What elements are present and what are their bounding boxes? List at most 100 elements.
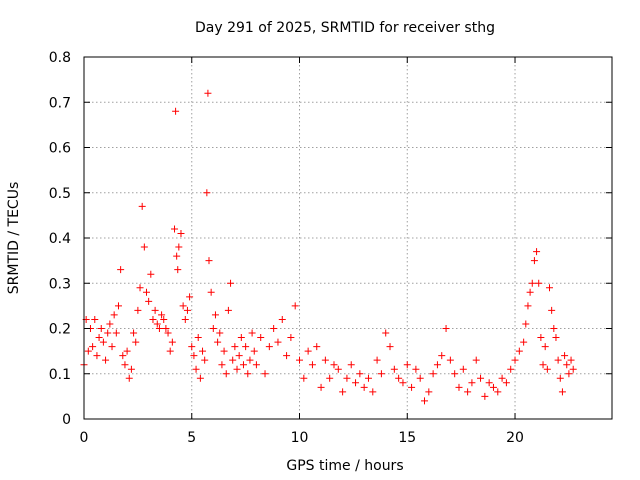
data-point xyxy=(181,315,189,323)
data-point xyxy=(412,365,420,373)
data-point xyxy=(108,343,116,351)
data-point xyxy=(239,361,247,369)
x-tick-label: 5 xyxy=(187,430,196,446)
data-point xyxy=(142,288,150,296)
data-point xyxy=(196,374,204,382)
data-point xyxy=(321,356,329,364)
data-point xyxy=(558,388,566,396)
y-tick-label: 0.5 xyxy=(49,186,71,202)
data-point xyxy=(204,89,212,97)
data-point xyxy=(227,279,235,287)
data-point xyxy=(123,347,131,355)
data-point xyxy=(296,356,304,364)
data-point xyxy=(464,388,472,396)
data-point xyxy=(489,383,497,391)
data-point xyxy=(395,374,403,382)
y-tick-labels: 0 0.1 0.2 0.3 0.4 0.5 0.6 0.7 0.8 xyxy=(49,50,71,428)
data-point xyxy=(174,266,182,274)
data-point xyxy=(515,347,523,355)
data-point xyxy=(360,383,368,391)
data-point xyxy=(554,356,562,364)
data-point xyxy=(408,383,416,391)
data-point xyxy=(352,379,360,387)
x-tick-label: 15 xyxy=(398,430,416,446)
data-point xyxy=(132,338,140,346)
data-point xyxy=(172,107,180,115)
data-point xyxy=(533,248,541,256)
x-tick-label: 0 xyxy=(80,430,89,446)
data-point xyxy=(556,374,564,382)
x-tick-labels: 0 5 10 15 20 xyxy=(80,430,524,446)
data-point xyxy=(136,284,144,292)
data-point xyxy=(535,279,543,287)
data-point xyxy=(183,306,191,314)
data-point xyxy=(134,306,142,314)
data-point xyxy=(442,325,450,332)
data-point xyxy=(179,302,187,310)
data-point xyxy=(421,397,429,405)
data-point xyxy=(472,356,480,364)
data-point xyxy=(565,370,573,378)
data-point xyxy=(270,325,278,332)
data-point xyxy=(528,279,536,287)
y-tick-label: 0.2 xyxy=(49,322,71,338)
data-point xyxy=(106,320,114,328)
data-point xyxy=(569,365,577,373)
data-point xyxy=(563,361,571,369)
data-point xyxy=(125,374,133,382)
data-point xyxy=(186,293,194,301)
data-point xyxy=(334,365,342,373)
grid xyxy=(84,57,612,419)
data-point xyxy=(229,356,237,364)
data-point xyxy=(425,388,433,396)
data-point xyxy=(386,343,394,351)
data-point xyxy=(356,370,364,378)
y-tick-label: 0.6 xyxy=(49,141,71,157)
data-point xyxy=(477,374,485,382)
data-point xyxy=(377,370,385,378)
data-point xyxy=(91,315,99,323)
data-point xyxy=(382,329,390,337)
data-point xyxy=(390,365,398,373)
data-point xyxy=(209,325,217,332)
data-point xyxy=(89,343,97,351)
data-point xyxy=(194,334,202,342)
data-point xyxy=(317,383,325,391)
data-point xyxy=(175,243,183,251)
data-point xyxy=(308,361,316,369)
data-point xyxy=(261,370,269,378)
data-point xyxy=(502,379,510,387)
data-point xyxy=(117,266,125,274)
data-point xyxy=(164,329,172,337)
y-tick-label: 0.1 xyxy=(49,367,71,383)
data-point xyxy=(416,374,424,382)
data-point xyxy=(168,338,176,346)
data-point xyxy=(218,361,226,369)
data-point xyxy=(455,383,463,391)
data-point xyxy=(112,329,120,337)
data-point xyxy=(114,302,122,310)
data-point xyxy=(550,325,558,332)
data-point xyxy=(147,270,155,278)
data-point xyxy=(211,311,219,319)
data-point xyxy=(507,365,515,373)
y-tick-label: 0 xyxy=(62,412,71,428)
data-point xyxy=(250,347,258,355)
data-point xyxy=(522,320,530,328)
data-point xyxy=(153,320,161,328)
data-point xyxy=(231,343,239,351)
data-point xyxy=(192,365,200,373)
data-point xyxy=(399,379,407,387)
y-tick-label: 0.8 xyxy=(49,50,71,66)
data-point xyxy=(149,315,157,323)
data-point xyxy=(541,343,549,351)
data-point xyxy=(313,343,321,351)
data-point xyxy=(244,370,252,378)
data-point xyxy=(235,352,243,360)
data-point xyxy=(95,334,103,342)
data-point xyxy=(429,370,437,378)
data-point xyxy=(205,257,213,265)
data-point xyxy=(343,374,351,382)
data-point xyxy=(433,361,441,369)
